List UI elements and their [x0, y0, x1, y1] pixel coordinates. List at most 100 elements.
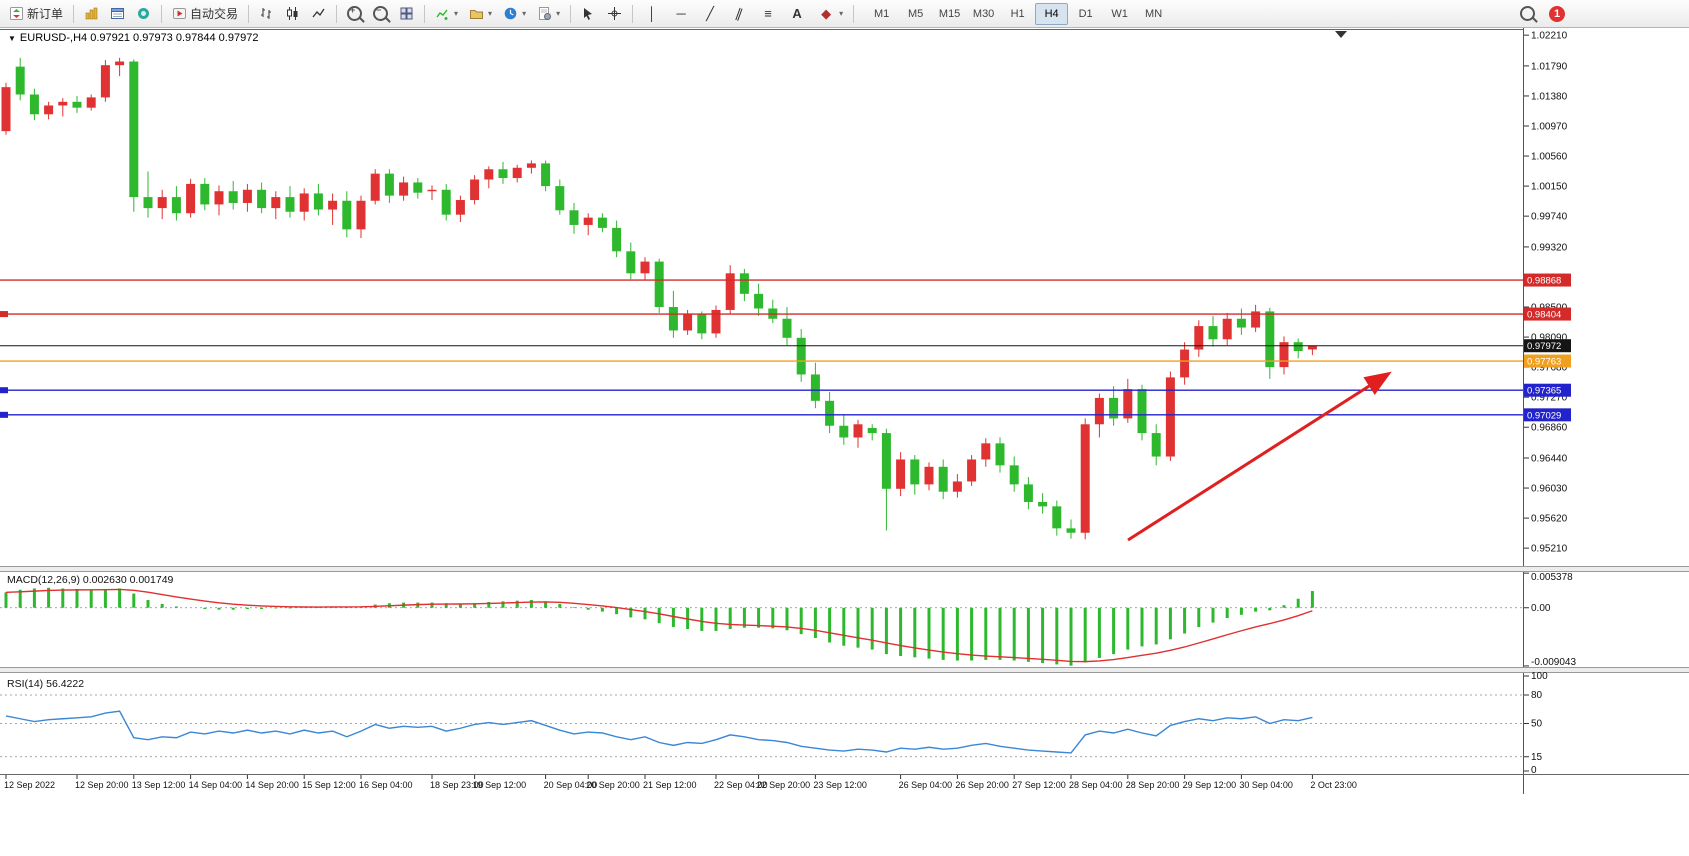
separator [73, 4, 75, 23]
candle-body [313, 193, 323, 210]
market-watch-icon [85, 7, 98, 20]
candle-body [356, 200, 366, 230]
svg-text:0.95620: 0.95620 [1531, 514, 1568, 525]
timeframe-m15[interactable]: M15 [938, 7, 961, 20]
candle-body [1066, 528, 1076, 533]
timeframe-group: M1 M5 M15 M30 H1 H4 D1 W1 MN [865, 2, 1170, 25]
autotrade-label: 自动交易 [190, 7, 239, 21]
new-order-label: 新订单 [27, 7, 64, 21]
svg-text:0.97763: 0.97763 [1527, 357, 1561, 368]
svg-text:0.95210: 0.95210 [1531, 544, 1568, 555]
new-order-button[interactable]: 新订单 [4, 2, 68, 26]
chart-svg[interactable]: 1.02210 1.01790 1.01380 1.00970 1.00560 1.001… [0, 28, 1689, 856]
trend-arrow[interactable] [1127, 371, 1392, 542]
arrows-tool-icon: ◆ [821, 5, 832, 21]
candle-body [1265, 311, 1275, 368]
candle-body [739, 273, 749, 294]
price-badge-0.98404: 0.98404 [1524, 307, 1571, 321]
autotrade-button[interactable]: 自动交易 [167, 2, 243, 26]
timeframe-h4[interactable]: H4 [1035, 2, 1069, 25]
dropdown-icon: ▾ [454, 9, 459, 18]
crosshair-button[interactable] [602, 2, 627, 26]
candle-body [1023, 484, 1033, 502]
timeframe-mn[interactable]: MN [1145, 7, 1163, 20]
zoom-in-button[interactable]: + [342, 2, 367, 26]
candlestick-series [1, 57, 1317, 540]
candle-body [58, 101, 68, 106]
candle-body [1180, 349, 1190, 378]
timeframe-m5[interactable]: M5 [907, 7, 924, 20]
channel-button[interactable]: ∥ [725, 2, 753, 26]
vertical-line-button[interactable]: │ [638, 2, 666, 26]
candle-body [796, 337, 806, 375]
candle-body [825, 400, 835, 426]
candle-body [100, 65, 110, 98]
hline-anchor[interactable] [0, 411, 8, 418]
zoom-out-button[interactable]: − [368, 2, 393, 26]
templates-button[interactable]: ▾ [532, 2, 565, 26]
candle-body [1080, 424, 1090, 533]
cursor-button[interactable] [576, 2, 601, 26]
timeframe-m30[interactable]: M30 [972, 7, 995, 20]
candle-body [512, 167, 522, 179]
timeframe-m1[interactable]: M1 [873, 7, 890, 20]
bar-chart-type-button[interactable] [254, 2, 279, 26]
collapse-icon[interactable]: ▼ [8, 34, 16, 43]
svg-text:19 Sep 12:00: 19 Sep 12:00 [473, 780, 527, 790]
market-watch-button[interactable] [79, 2, 104, 26]
candle-body [626, 251, 636, 274]
arrows-tool-button[interactable]: ◆ ▾ [812, 2, 848, 26]
price-badge-0.98868: 0.98868 [1524, 273, 1571, 287]
price-axis[interactable]: 1.02210 1.01790 1.01380 1.00970 1.00560 1.001… [1524, 31, 1568, 555]
dropdown-icon: ▾ [556, 9, 561, 18]
svg-text:12 Sep 2022: 12 Sep 2022 [4, 780, 55, 790]
community-button[interactable] [131, 2, 156, 26]
horizontal-line-icon: ─ [676, 6, 686, 21]
svg-text:28 Sep 04:00: 28 Sep 04:00 [1069, 780, 1123, 790]
trendline-button[interactable]: ╱ [696, 2, 724, 26]
candle-body [115, 61, 125, 66]
candlestick-type-button[interactable] [280, 2, 305, 26]
notification-badge[interactable]: 1 [1549, 5, 1565, 22]
zoom-in-icon: + [347, 5, 363, 21]
candle-body [1094, 397, 1104, 425]
hline-anchor[interactable] [0, 311, 8, 318]
text-tool-button[interactable]: A [783, 2, 811, 26]
candle-body [839, 425, 849, 438]
fibonacci-icon: ≡ [764, 6, 772, 21]
text-tool-icon: A [792, 6, 802, 21]
candle-body [526, 163, 536, 168]
svg-text:0.97972: 0.97972 [1527, 341, 1561, 352]
svg-text:2 Oct 23:00: 2 Oct 23:00 [1310, 780, 1357, 790]
candle-body [143, 197, 153, 209]
fibonacci-button[interactable]: ≡ [754, 2, 782, 26]
svg-text:26 Sep 20:00: 26 Sep 20:00 [955, 780, 1009, 790]
data-window-button[interactable] [105, 2, 130, 26]
separator [853, 4, 855, 23]
line-chart-type-icon [312, 8, 325, 18]
profiles-button[interactable]: ▾ [464, 2, 497, 26]
timeframe-h1[interactable]: H1 [1010, 7, 1025, 20]
horizontal-line-button[interactable]: ─ [667, 2, 695, 26]
search-icon[interactable] [1520, 6, 1535, 21]
candle-body [498, 169, 508, 179]
svg-text:13 Sep 12:00: 13 Sep 12:00 [132, 780, 186, 790]
indicators-button[interactable]: ▾ [430, 2, 463, 26]
candle-body [15, 66, 25, 95]
period-button[interactable]: ▾ [498, 2, 531, 26]
trendline-icon: ╱ [706, 5, 714, 21]
timeframe-d1[interactable]: D1 [1078, 7, 1093, 20]
candle-body [427, 189, 437, 192]
line-chart-type-button[interactable] [306, 2, 331, 26]
tile-windows-button[interactable] [394, 2, 419, 26]
svg-text:0.98090: 0.98090 [1531, 333, 1568, 344]
candle-body [214, 191, 224, 205]
candle-body [86, 97, 96, 108]
shift-marker[interactable] [1335, 31, 1347, 38]
hline-anchor[interactable] [0, 387, 8, 394]
timeframe-w1[interactable]: W1 [1111, 7, 1128, 20]
time-axis[interactable]: 12 Sep 2022 12 Sep 20:00 13 Sep 12:00 14 Se… [4, 775, 1357, 790]
candle-body [1109, 397, 1119, 419]
svg-text:28 Sep 20:00: 28 Sep 20:00 [1126, 780, 1180, 790]
indicators-icon [436, 9, 448, 20]
